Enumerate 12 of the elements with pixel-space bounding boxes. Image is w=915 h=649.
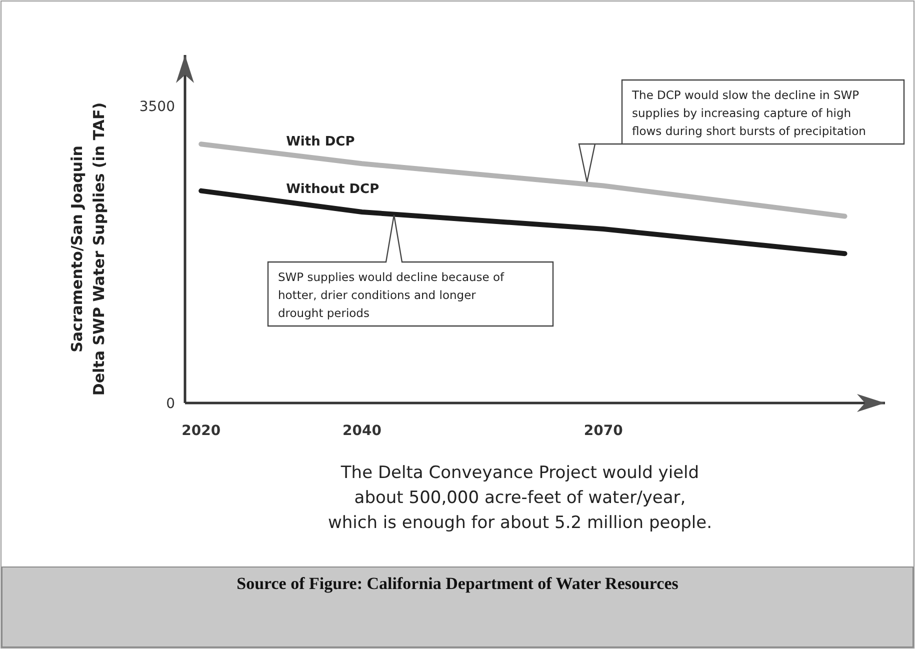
series-label: With DCP bbox=[286, 134, 355, 150]
x-tick-label: 2070 bbox=[584, 423, 624, 439]
x-tick-label: 2020 bbox=[182, 423, 221, 439]
y-tick-label: 3500 bbox=[139, 98, 175, 115]
series-label: Without DCP bbox=[286, 182, 380, 198]
x-tick-label: 2040 bbox=[342, 423, 382, 439]
y-axis-title: Sacramento/San Joaquin Delta SWP Water Supplies (in TAF) bbox=[68, 102, 108, 396]
annotation: SWP supplies would decline because of hotter, drier conditions and longer drought periods bbox=[278, 270, 506, 320]
source-note: Source of Figure: California Department of Water Resources bbox=[236, 574, 679, 593]
text: The Delta Conveyance Project would yield about 500,000 acre-feet of water/year, which is enough for about 5.2 million people. bbox=[328, 463, 712, 533]
y-tick-label: 0 bbox=[166, 396, 175, 412]
annotation: The DCP would slow the decline in SWP supplies by increasing capture of high flows during short bursts of precipitation bbox=[631, 88, 866, 138]
